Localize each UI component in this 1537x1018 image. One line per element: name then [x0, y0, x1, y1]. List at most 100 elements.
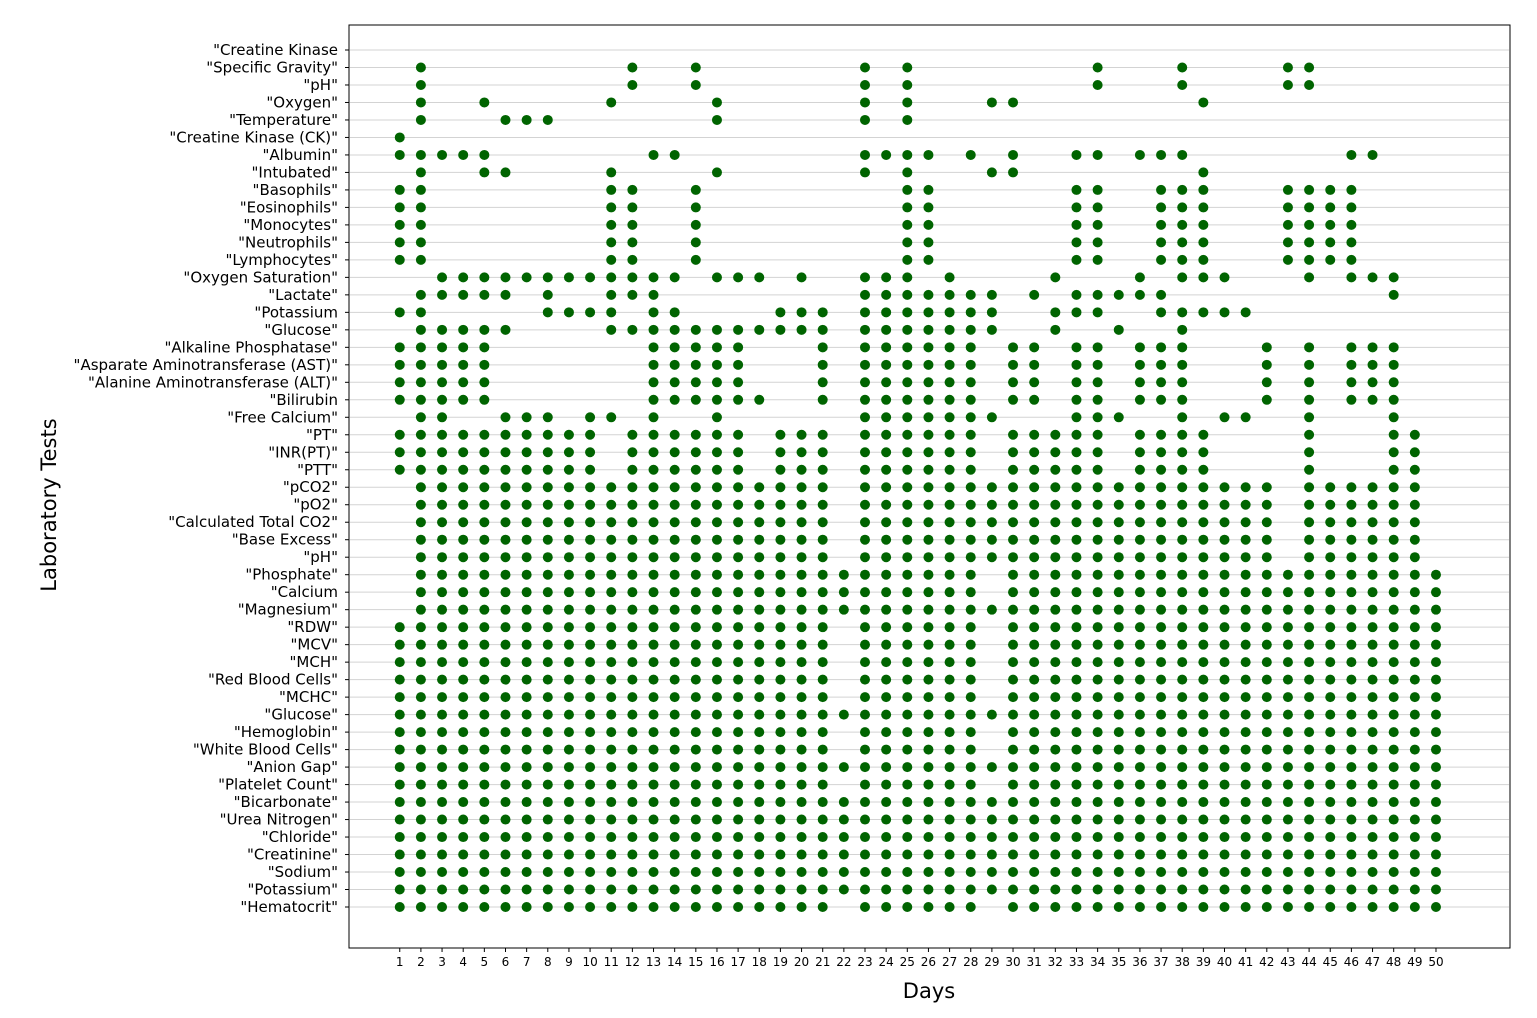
- measurement-point: [1092, 849, 1103, 860]
- measurement-point: [754, 622, 765, 633]
- measurement-point: [437, 272, 448, 283]
- measurement-point: [944, 482, 955, 493]
- measurement-point: [1008, 779, 1019, 790]
- measurement-point: [1430, 622, 1441, 633]
- measurement-point: [1261, 814, 1272, 825]
- measurement-point: [1325, 517, 1336, 528]
- measurement-point: [860, 692, 870, 703]
- measurement-point: [1156, 832, 1167, 843]
- measurement-point: [648, 517, 659, 528]
- measurement-point: [796, 727, 807, 738]
- measurement-point: [1367, 692, 1378, 703]
- measurement-point: [1282, 657, 1293, 668]
- measurement-point: [415, 622, 426, 633]
- measurement-point: [1304, 604, 1315, 615]
- measurement-point: [902, 482, 913, 493]
- measurement-point: [838, 867, 849, 878]
- measurement-point: [838, 832, 849, 843]
- measurement-point: [437, 727, 448, 738]
- measurement-point: [965, 867, 976, 878]
- measurement-point: [563, 692, 574, 703]
- measurement-point: [1198, 254, 1209, 265]
- measurement-point: [902, 237, 913, 248]
- measurement-point: [902, 429, 913, 440]
- measurement-point: [1177, 797, 1188, 808]
- measurement-point: [1430, 762, 1441, 773]
- measurement-point: [1050, 657, 1061, 668]
- measurement-point: [1071, 184, 1082, 195]
- measurement-point: [1008, 447, 1019, 458]
- measurement-point: [923, 657, 934, 668]
- measurement-point: [415, 884, 426, 895]
- measurement-point: [500, 324, 511, 335]
- y-tick-label: "Monocytes": [243, 216, 338, 234]
- measurement-point: [1134, 552, 1145, 563]
- measurement-point: [1304, 534, 1315, 545]
- measurement-point: [1409, 552, 1420, 563]
- measurement-point: [1113, 849, 1124, 860]
- measurement-point: [415, 657, 426, 668]
- measurement-point: [521, 412, 532, 423]
- measurement-point: [521, 482, 532, 493]
- measurement-point: [1071, 499, 1082, 510]
- measurement-point: [817, 604, 828, 615]
- measurement-point: [1282, 62, 1293, 73]
- measurement-point: [563, 622, 574, 633]
- measurement-point: [923, 202, 934, 213]
- measurement-point: [563, 902, 574, 912]
- measurement-point: [479, 709, 490, 720]
- measurement-point: [817, 569, 828, 580]
- measurement-point: [669, 604, 680, 615]
- measurement-point: [1198, 482, 1209, 493]
- measurement-point: [690, 727, 701, 738]
- measurement-point: [817, 657, 828, 668]
- measurement-point: [1092, 219, 1103, 230]
- measurement-point: [1219, 674, 1230, 685]
- measurement-point: [627, 902, 638, 912]
- measurement-point: [817, 307, 828, 318]
- x-tick-label: 46: [1344, 955, 1359, 969]
- measurement-point: [1388, 902, 1399, 912]
- measurement-point: [965, 604, 976, 615]
- measurement-point: [1050, 622, 1061, 633]
- measurement-point: [479, 289, 490, 300]
- measurement-point: [902, 727, 913, 738]
- x-tick-label: 35: [1111, 955, 1126, 969]
- measurement-point: [944, 604, 955, 615]
- measurement-point: [796, 657, 807, 668]
- measurement-point: [1029, 587, 1040, 598]
- measurement-point: [437, 744, 448, 755]
- measurement-point: [1261, 482, 1272, 493]
- measurement-point: [965, 797, 976, 808]
- measurement-point: [1156, 727, 1167, 738]
- measurement-point: [585, 692, 596, 703]
- measurement-point: [881, 622, 892, 633]
- measurement-point: [986, 289, 997, 300]
- measurement-point: [690, 744, 701, 755]
- measurement-point: [648, 604, 659, 615]
- measurement-point: [796, 867, 807, 878]
- x-tick-label: 9: [565, 955, 573, 969]
- measurement-point: [1240, 727, 1251, 738]
- measurement-point: [965, 447, 976, 458]
- y-axis-ticks: "Hematocrit""Potassium""Sodium""Creatini…: [74, 41, 349, 916]
- measurement-point: [1346, 359, 1357, 370]
- measurement-point: [711, 569, 722, 580]
- measurement-point: [796, 517, 807, 528]
- measurement-point: [1219, 604, 1230, 615]
- measurement-point: [1304, 447, 1315, 458]
- y-tick-label: "Creatinine": [247, 846, 338, 864]
- measurement-point: [754, 902, 765, 912]
- measurement-point: [458, 499, 469, 510]
- measurement-point: [1282, 219, 1293, 230]
- measurement-point: [965, 587, 976, 598]
- measurement-point: [1113, 902, 1124, 912]
- measurement-point: [1092, 79, 1103, 90]
- measurement-point: [733, 272, 744, 283]
- measurement-point: [1029, 744, 1040, 755]
- measurement-point: [1198, 447, 1209, 458]
- measurement-point: [669, 639, 680, 650]
- measurement-point: [944, 587, 955, 598]
- measurement-point: [775, 552, 786, 563]
- measurement-point: [1198, 744, 1209, 755]
